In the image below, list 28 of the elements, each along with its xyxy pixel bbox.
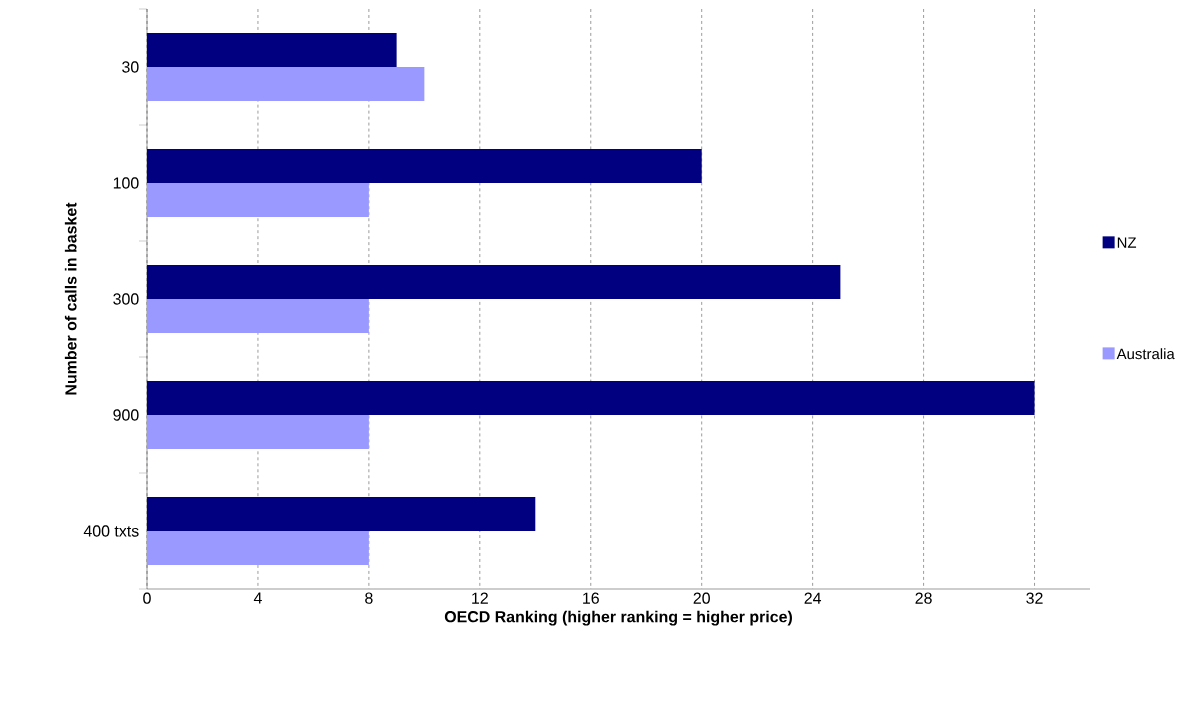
y-tick-label: 300 (113, 293, 139, 305)
legend-label: Australia (1116, 348, 1175, 360)
y-axis-title: Number of calls in basket (64, 202, 77, 395)
bar (147, 497, 536, 532)
bar (147, 33, 397, 68)
bar (147, 265, 841, 300)
y-tick-label: 400 txts (83, 525, 139, 537)
x-tick-label: 8 (365, 592, 373, 604)
x-tick-label: 16 (583, 592, 599, 604)
y-tick-label: 30 (122, 61, 139, 73)
bar (147, 183, 369, 218)
bar (147, 415, 369, 450)
bar (147, 531, 369, 566)
y-tick-label: 100 (113, 177, 139, 189)
bar (147, 299, 369, 334)
x-tick-label: 12 (472, 592, 488, 604)
bar (147, 149, 702, 184)
y-tick-label: 900 (113, 409, 139, 421)
x-tick-label: 32 (1026, 592, 1043, 604)
bar (147, 67, 425, 102)
x-tick-label: 20 (693, 592, 710, 604)
x-tick-label: 28 (915, 592, 932, 604)
x-tick-label: 24 (804, 592, 822, 604)
bar (147, 381, 1035, 416)
x-axis-title: OECD Ranking (higher ranking = higher price) (444, 610, 792, 626)
x-tick-label: 0 (143, 592, 151, 604)
legend-label: NZ (1117, 237, 1137, 248)
x-tick-label: 4 (253, 592, 262, 604)
